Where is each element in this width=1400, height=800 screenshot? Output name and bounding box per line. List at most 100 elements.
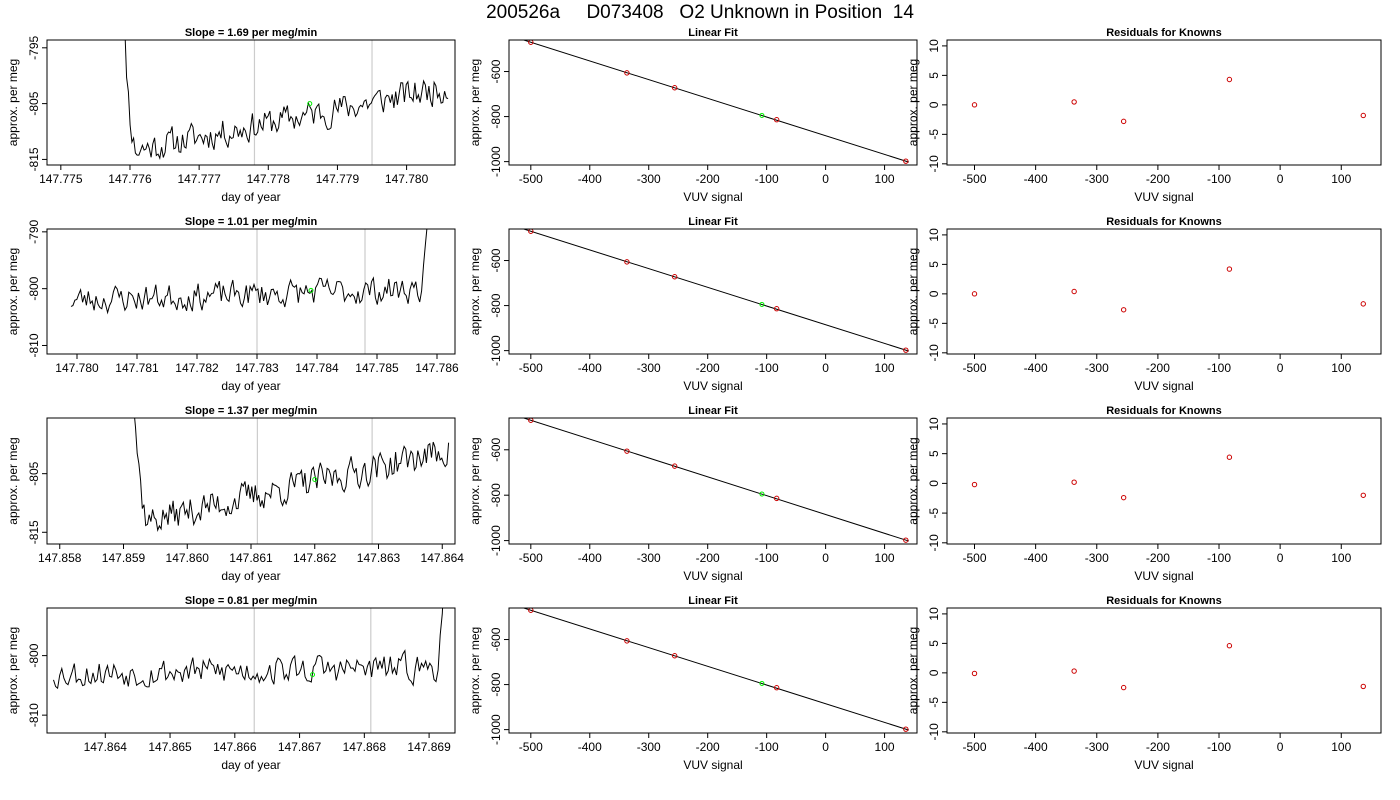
x-tick-label: 147.782 (175, 361, 219, 375)
data-point (1071, 288, 1077, 295)
x-tick-label: 100 (1331, 740, 1351, 754)
unknown-marker (307, 101, 313, 107)
x-tick-label: -100 (755, 361, 779, 375)
y-tick-label: -805 (27, 461, 41, 485)
unknown-marker (759, 680, 765, 686)
y-axis-label: approx. per meg (906, 248, 920, 335)
plot-area (971, 76, 1366, 125)
x-axis-label: VUV signal (683, 379, 742, 393)
data-point (1226, 454, 1233, 460)
x-tick-label: 100 (1331, 172, 1351, 186)
x-tick-label: 147.866 (213, 740, 257, 754)
x-axis-label: day of year (221, 569, 280, 583)
plot-frame (508, 39, 918, 166)
x-tick-label: -100 (755, 740, 779, 754)
data-point (1360, 112, 1366, 119)
x-tick-label: 100 (875, 551, 895, 565)
x-tick-label: -500 (962, 740, 986, 754)
x-tick-label: -300 (637, 551, 661, 565)
x-tick-label: -300 (637, 172, 661, 186)
y-tick-label: 0 (927, 290, 941, 297)
x-tick-label: 147.776 (108, 172, 152, 186)
y-tick-label: 10 (927, 228, 941, 242)
y-tick-label: -5 (927, 507, 941, 518)
data-point (903, 158, 909, 164)
x-tick-label: 0 (1277, 551, 1284, 565)
data-point (971, 102, 978, 108)
y-tick-label: -795 (27, 35, 41, 59)
series-line (70, 229, 428, 315)
plot-area (522, 418, 909, 543)
plot-frame (508, 228, 918, 355)
y-tick-label: 0 (927, 480, 941, 487)
data-point (1071, 99, 1077, 105)
y-tick-label: -810 (27, 333, 41, 357)
data-point (624, 448, 630, 454)
x-tick-label: 100 (875, 361, 895, 375)
data-point (624, 70, 630, 76)
y-tick-label: -600 (489, 59, 503, 83)
plot-area (70, 229, 428, 354)
data-point (1071, 479, 1077, 485)
x-tick-label: 147.867 (278, 740, 322, 754)
data-point (1360, 683, 1366, 690)
data-point (971, 481, 978, 488)
x-tick-label: 147.780 (55, 361, 99, 375)
x-tick-label: 0 (1277, 740, 1284, 754)
chart-title: Residuals for Knowns (1106, 405, 1222, 417)
x-axis-label: VUV signal (1134, 569, 1193, 583)
plot-area (522, 40, 909, 164)
y-tick-label: -1000 (489, 525, 503, 556)
fit-line (522, 229, 909, 352)
x-tick-label: -500 (519, 551, 543, 565)
x-tick-label: -500 (962, 172, 986, 186)
x-tick-label: 147.786 (415, 361, 459, 375)
y-tick-label: -600 (489, 437, 503, 461)
x-tick-label: 147.868 (343, 740, 387, 754)
x-axis-label: VUV signal (1134, 190, 1193, 204)
x-tick-label: -300 (637, 361, 661, 375)
y-tick-label: -800 (27, 276, 41, 300)
y-axis-label: approx. per meg (6, 59, 20, 146)
page-title: 200526a D073408 O2 Unknown in Position 1… (486, 2, 914, 23)
y-axis-label: approx. per meg (6, 248, 20, 335)
x-tick-label: 147.869 (407, 740, 451, 754)
y-tick-label: -5 (927, 318, 941, 329)
y-tick-label: -600 (489, 248, 503, 272)
chart-panel-1-3: -500 -400 -300 -200 -100 0 100 -10 -5 0 5 10 Residua… (906, 27, 1382, 204)
y-tick-label: 10 (927, 417, 941, 431)
y-axis-label: approx. per meg (906, 627, 920, 714)
series-line (124, 40, 449, 161)
y-axis-label: approx. per meg (468, 437, 482, 524)
data-point (1120, 118, 1127, 125)
unknown-marker (308, 287, 314, 293)
series-line (53, 608, 444, 690)
plot-frame (946, 607, 1382, 734)
y-tick-label: 10 (927, 607, 941, 621)
plot-area (971, 643, 1366, 691)
x-axis-label: day of year (221, 379, 280, 393)
data-point (773, 117, 780, 123)
x-axis-label: day of year (221, 758, 280, 772)
y-tick-label: 5 (927, 640, 941, 647)
y-tick-label: 10 (927, 39, 941, 53)
chart-panel-1-1: 147.775 147.776 147.777 147.778 147.779 147.7… (6, 27, 456, 204)
x-tick-label: 147.780 (385, 172, 429, 186)
plot-frame (946, 39, 1382, 166)
x-tick-label: 0 (1277, 172, 1284, 186)
y-tick-label: -600 (489, 627, 503, 651)
y-tick-label: -5 (927, 129, 941, 140)
data-point (671, 274, 678, 280)
y-tick-label: -1000 (489, 335, 503, 366)
x-tick-label: 147.779 (316, 172, 360, 186)
chart-panel-4-1: 147.864 147.865 147.866 147.867 147.868 147.8… (6, 595, 456, 772)
y-tick-label: -1000 (489, 146, 503, 177)
x-tick-label: 147.865 (148, 740, 192, 754)
chart-title: Slope = 1.01 per meg/min (185, 216, 318, 228)
y-tick-label: 0 (927, 669, 941, 676)
x-tick-label: 147.858 (38, 551, 82, 565)
x-tick-label: -500 (519, 172, 543, 186)
x-tick-label: 147.860 (166, 551, 210, 565)
y-tick-label: -10 (927, 534, 941, 552)
x-tick-label: -200 (1146, 172, 1170, 186)
